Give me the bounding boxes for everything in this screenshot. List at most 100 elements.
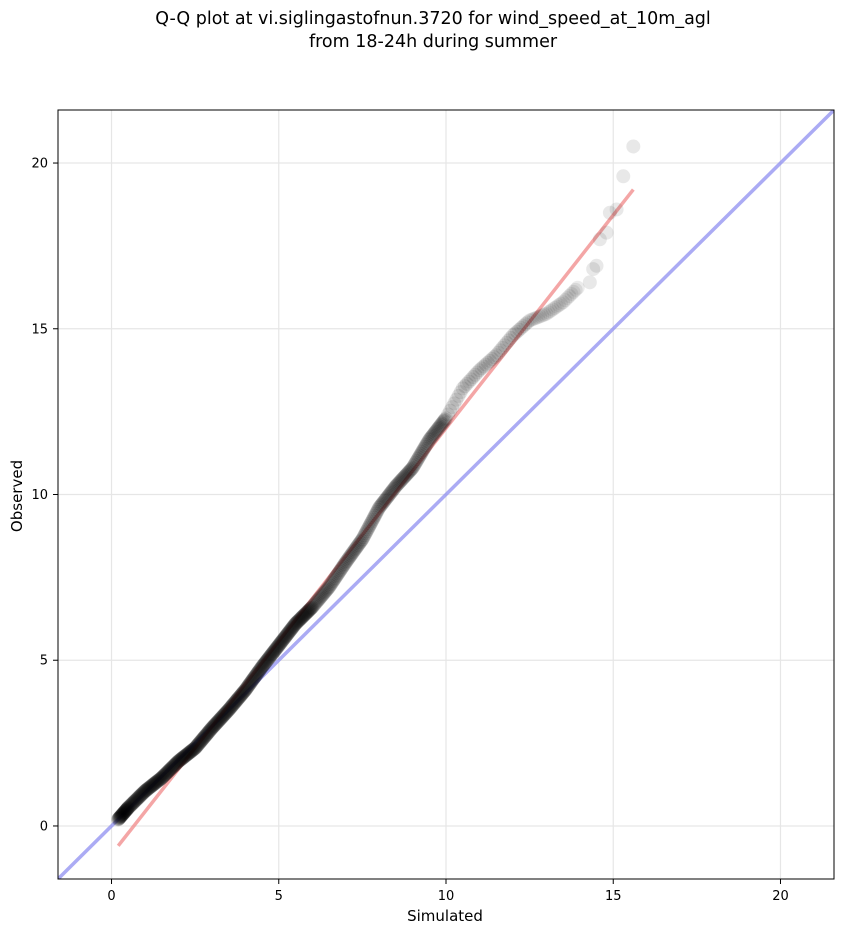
qq-point-3: [112, 810, 127, 825]
qq-point-63: [145, 778, 160, 793]
qq-point-425: [423, 431, 438, 446]
qq-point-151: [201, 725, 216, 740]
qq-point-288: [289, 615, 304, 630]
qq-point-112: [176, 750, 191, 765]
qq-point-489: [541, 305, 556, 320]
qq-point-321: [314, 589, 329, 604]
qq-point-215: [242, 676, 257, 691]
qq-point-78: [154, 770, 169, 785]
qq-point-67: [147, 776, 162, 791]
qq-point-263: [273, 635, 288, 650]
qq-point-324: [317, 585, 332, 600]
qq-point-59: [142, 780, 157, 795]
qq-point-64: [145, 778, 160, 793]
qq-point-374: [370, 504, 385, 519]
qq-point-481: [524, 312, 539, 327]
qq-point-164: [210, 715, 225, 730]
qq-point-471: [503, 330, 518, 345]
qq-point-13: [116, 806, 131, 821]
qq-point-235: [255, 659, 270, 674]
qq-point-313: [306, 598, 321, 613]
x-axis-label: Simulated: [407, 907, 483, 925]
qq-point-395: [391, 475, 406, 490]
qq-point-428: [426, 427, 441, 442]
qq-point-46: [134, 787, 149, 802]
qq-point-173: [215, 709, 230, 724]
qq-point-242: [260, 653, 275, 668]
qq-point-246: [262, 649, 277, 664]
qq-point-137: [192, 735, 207, 750]
qq-point-160: [207, 718, 222, 733]
qq-point-450: [459, 376, 474, 391]
qq-point-192: [228, 695, 243, 710]
qq-point-495: [553, 296, 568, 311]
qq-point-174: [216, 708, 231, 723]
qq-point-376: [372, 500, 387, 515]
qq-point-152: [202, 724, 217, 739]
qq-point-53: [138, 783, 153, 798]
qq-point-473: [507, 326, 522, 341]
qq-point-326: [319, 582, 334, 597]
qq-point-408: [405, 460, 420, 475]
qq-point-11: [115, 807, 130, 822]
qq-point-368: [363, 516, 378, 531]
qq-point-494: [551, 298, 566, 313]
qq-point-369: [364, 514, 379, 529]
qq-point-39: [129, 792, 144, 807]
qq-point-182: [221, 702, 236, 717]
qq-point-316: [309, 595, 324, 610]
qq-point-314: [307, 597, 322, 612]
qq-point-466: [493, 343, 508, 358]
qq-point-264: [274, 635, 289, 650]
qq-point-189: [226, 697, 241, 712]
qq-point-223: [247, 669, 262, 684]
y-axis-label: Observed: [8, 460, 26, 532]
qq-point-17: [117, 804, 132, 819]
qq-point-165: [210, 714, 225, 729]
qq-point-302: [298, 606, 313, 621]
qq-point-107: [173, 752, 188, 767]
qq-point-449: [457, 379, 472, 394]
qq-point-372: [367, 508, 382, 523]
qq-point-454: [468, 367, 483, 382]
qq-point-419: [417, 441, 432, 456]
qq-point-41: [130, 791, 145, 806]
qq-point-191: [227, 696, 242, 711]
qq-point-350: [344, 546, 359, 561]
qq-point-273: [280, 627, 295, 642]
qq-point-239: [258, 655, 273, 670]
qq-point-105: [172, 753, 187, 768]
qq-point-355: [350, 539, 365, 554]
qq-point-330: [324, 577, 339, 592]
qq-point-440: [439, 411, 453, 426]
qq-point-34: [126, 795, 141, 810]
qq-point-18: [118, 804, 133, 819]
qq-point-196: [230, 692, 245, 707]
qq-point-147: [199, 728, 214, 743]
qq-point-252: [266, 644, 281, 659]
qq-point-403: [400, 466, 415, 481]
qq-point-222: [247, 670, 262, 685]
qq-point-156: [204, 721, 219, 736]
qq-point-72: [150, 773, 165, 788]
qq-point-465: [491, 345, 506, 360]
qq-point-250: [265, 646, 280, 661]
qq-point-280: [284, 621, 299, 636]
qq-point-492: [547, 301, 562, 316]
qq-point-97: [166, 758, 181, 773]
qq-point-378: [374, 498, 389, 513]
qq-point-462: [484, 352, 499, 367]
qq-point-367: [362, 518, 377, 533]
qq-point-76: [153, 771, 168, 786]
chart-title-line-2: from 18-24h during summer: [309, 32, 558, 52]
qq-point-396: [393, 474, 408, 489]
qq-point-131: [188, 740, 203, 755]
qq-point-94: [164, 760, 179, 775]
x-tick-label-1: 5: [275, 889, 283, 904]
qq-point-159: [206, 719, 221, 734]
qq-point-291: [291, 613, 306, 628]
qq-point-459: [478, 357, 493, 372]
qq-point-502: [568, 282, 583, 297]
fit-line: [116, 188, 635, 847]
qq-point-205: [236, 685, 251, 700]
